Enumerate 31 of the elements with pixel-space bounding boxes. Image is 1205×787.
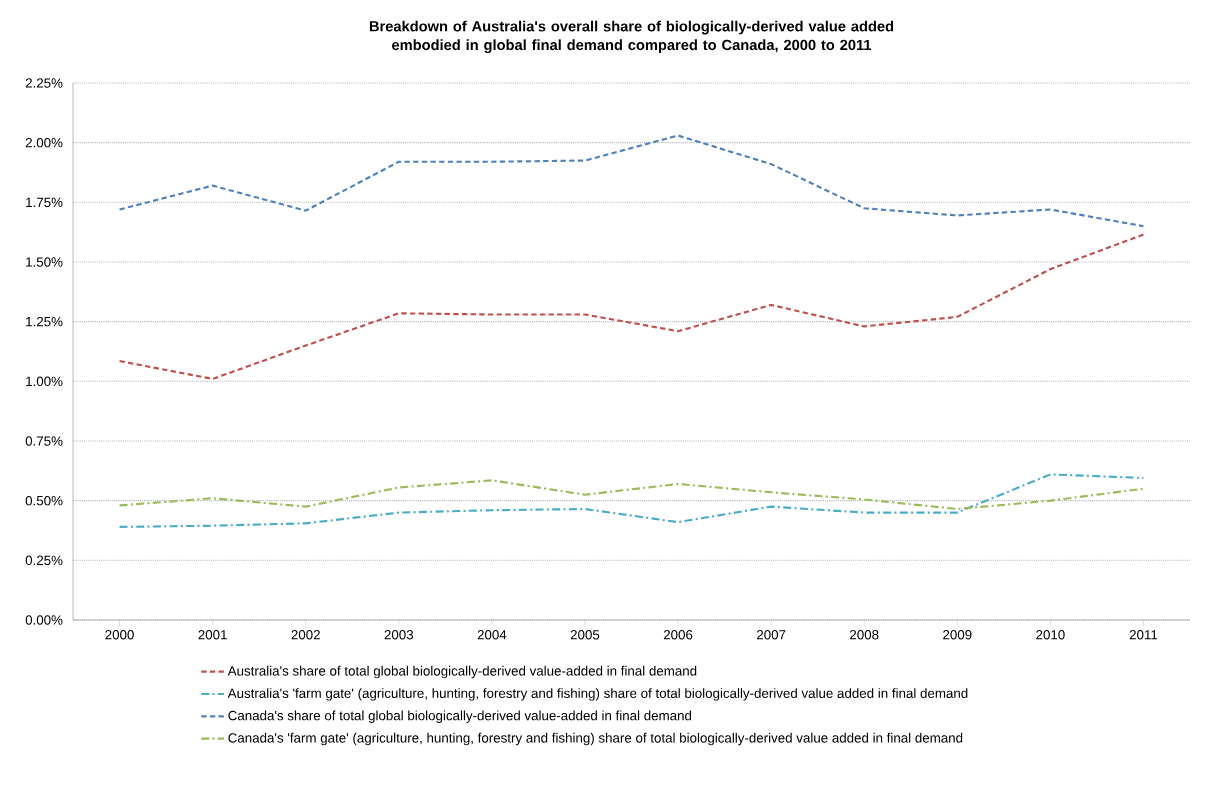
y-tick-label: 1.25% — [26, 316, 63, 327]
y-tick-label: 0.00% — [25, 615, 63, 625]
x-tick-label: 2003 — [384, 630, 414, 640]
x-tick-label: 2001 — [198, 630, 227, 640]
legend-label: Canada's share of total global biologically-derived value-added in final demand — [228, 710, 692, 723]
x-tick-label: 2005 — [570, 630, 600, 640]
x-tick-label: 2000 — [105, 630, 134, 640]
x-tick-label: 2010 — [1036, 630, 1065, 640]
y-tick-label: 0.25% — [25, 555, 63, 566]
y-tick-label: 2.00% — [25, 137, 63, 148]
x-tick-label: 2007 — [756, 630, 786, 640]
x-tick-label: 2002 — [291, 630, 320, 640]
line-series — [118, 479, 1145, 511]
legend-label: Australia's share of total global biologically-derived value-added in final demand — [227, 665, 697, 679]
x-tick-label: 2004 — [477, 630, 507, 640]
y-tick-label: 0.50% — [25, 495, 63, 506]
y-tick-label: 2.25% — [25, 78, 63, 88]
x-tick-label: 2006 — [663, 630, 693, 640]
line-series — [118, 473, 1145, 528]
x-tick-label: 2009 — [943, 630, 972, 640]
legend-label: Australia's 'farm gate' (agriculture, hunting, forestry and fishing) share of total biologically-derived value added in final demand — [227, 688, 968, 701]
y-tick-label: 1.00% — [26, 376, 63, 387]
y-tick-label: 1.75% — [26, 197, 63, 208]
y-tick-label: 1.50% — [26, 257, 63, 267]
legend-label: Canada's 'farm gate' (agriculture, hunting, forestry and fishing) share of total biologically-derived value added in final demand — [228, 732, 963, 746]
x-tick-label: 2011 — [1129, 630, 1158, 640]
y-tick-label: 0.75% — [25, 436, 63, 446]
line-series — [118, 134, 1145, 228]
chart-title: Breakdown of Australia's overall share of biologically-derived value added embodied in global final demand compared to Canada, 2000 to 2011 — [369, 20, 894, 54]
line-series — [118, 233, 1145, 380]
x-tick-label: 2008 — [850, 630, 879, 640]
